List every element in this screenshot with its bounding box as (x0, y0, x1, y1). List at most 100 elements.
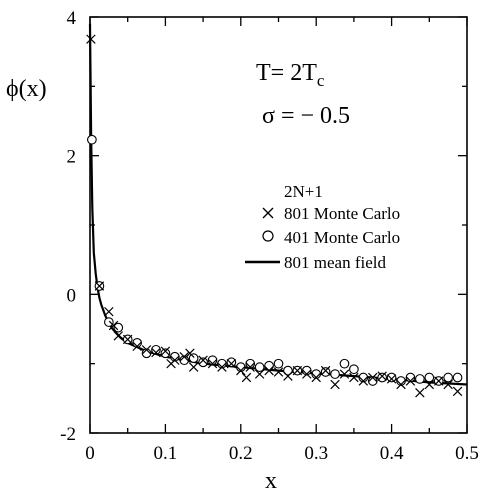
cross-stroke (377, 371, 387, 381)
cross-stroke (179, 352, 189, 362)
circle-point (424, 372, 435, 383)
cross-point (330, 379, 340, 390)
legend-label-801-mean-field: 801 mean field (284, 253, 386, 272)
legend: 2N+1 801 Monte Carlo 401 Monte Carlo 801… (245, 182, 400, 272)
circle-point (151, 344, 161, 355)
annotations: T= 2Tc σ = − 0.5 (256, 60, 350, 129)
cross-stroke (386, 374, 397, 384)
circle-point (264, 360, 274, 371)
cross-stroke (185, 348, 195, 358)
circle-point (452, 372, 463, 383)
cross-stroke (320, 365, 331, 376)
y-tick-label: 2 (67, 147, 77, 168)
cross-point (254, 369, 265, 379)
axis-tick-labels: 0 0.1 0.2 0.3 0.4 0.5 4 2 0 -2 (60, 8, 479, 464)
cross-stroke (339, 369, 350, 379)
circle-point (443, 372, 454, 383)
cross-point (236, 365, 246, 376)
cross-point (320, 365, 331, 376)
cross-stroke (311, 372, 321, 383)
cross-point (241, 372, 252, 383)
circle-point (254, 362, 265, 372)
data-marks (86, 23, 468, 398)
cross-stroke (330, 379, 340, 390)
temperature-annotation: T= 2Tc (256, 60, 325, 90)
cross-stroke (94, 281, 105, 291)
cross-point (264, 365, 274, 376)
x-tick-label: 0 (85, 443, 95, 464)
cross-stroke (452, 386, 463, 397)
cross-point (104, 306, 114, 317)
legend-label-401-monte-carlo: 401 Monte Carlo (284, 228, 400, 247)
cross-point (405, 376, 416, 386)
cross-point (311, 372, 321, 383)
cross-point (207, 358, 218, 369)
y-axis-label: ϕ(x) (6, 76, 47, 102)
plot-area: 0 0.1 0.2 0.3 0.4 0.5 4 2 0 -2 (60, 8, 479, 464)
cross-stroke (122, 334, 133, 345)
circle-point (320, 367, 331, 377)
cross-point (349, 372, 359, 383)
cross-stroke (241, 372, 252, 383)
circle-point (160, 348, 171, 359)
cross-stroke (113, 331, 123, 341)
cross-point (122, 334, 133, 345)
cross-stroke (236, 365, 246, 376)
cross-point (434, 376, 444, 386)
cross-stroke (160, 346, 171, 356)
circle-point (87, 134, 97, 145)
cross-stroke (170, 355, 180, 365)
cross-point (94, 281, 105, 291)
cross-stroke (273, 367, 284, 377)
circle-point (103, 317, 114, 327)
cross-point (108, 320, 119, 331)
cross-point (424, 379, 435, 390)
cross-point (132, 341, 142, 352)
cross-stroke (188, 362, 199, 372)
x-tick-label: 0.3 (304, 443, 328, 464)
cross-point (273, 367, 284, 377)
cross-stroke (104, 306, 114, 317)
cross-stroke (132, 341, 142, 352)
cross-stroke (368, 372, 378, 383)
y-tick-label: 0 (67, 285, 77, 306)
cross-stroke (443, 379, 453, 390)
circle-point (415, 374, 425, 384)
cross-point (86, 34, 96, 44)
cross-stroke (434, 376, 444, 386)
cross-point (443, 379, 453, 390)
cross-stroke (141, 345, 152, 355)
cross-point (396, 379, 406, 390)
y-tick-label: -2 (60, 424, 76, 445)
circle-point (273, 358, 284, 369)
cross-stroke (198, 355, 208, 365)
x-tick-label: 0.1 (154, 443, 178, 464)
legend-title: 2N+1 (284, 182, 323, 201)
cross-stroke (358, 376, 369, 386)
cross-point (386, 374, 397, 384)
cross-stroke (302, 369, 312, 379)
circle-point (377, 372, 388, 383)
cross-stroke (245, 362, 255, 372)
circle-point (226, 357, 237, 368)
cross-point (179, 352, 189, 362)
cross-stroke (226, 358, 237, 369)
x-tick-label: 0.2 (229, 443, 253, 464)
cross-point (245, 362, 255, 372)
legend-cross-marker (262, 207, 274, 219)
cross-point (170, 355, 180, 365)
cross-point (113, 331, 123, 341)
cross-stroke (349, 372, 359, 383)
cross-stroke (424, 379, 435, 390)
cross-point (283, 371, 293, 381)
legend-circle-marker (262, 230, 274, 242)
sigma-annotation: σ = − 0.5 (262, 103, 350, 129)
cross-point (358, 376, 369, 386)
cross-point (415, 388, 425, 398)
cross-stroke (254, 369, 265, 379)
cross-stroke (217, 362, 227, 372)
circle-point (188, 353, 199, 363)
circle-point (198, 357, 208, 368)
cross-point (185, 348, 195, 358)
